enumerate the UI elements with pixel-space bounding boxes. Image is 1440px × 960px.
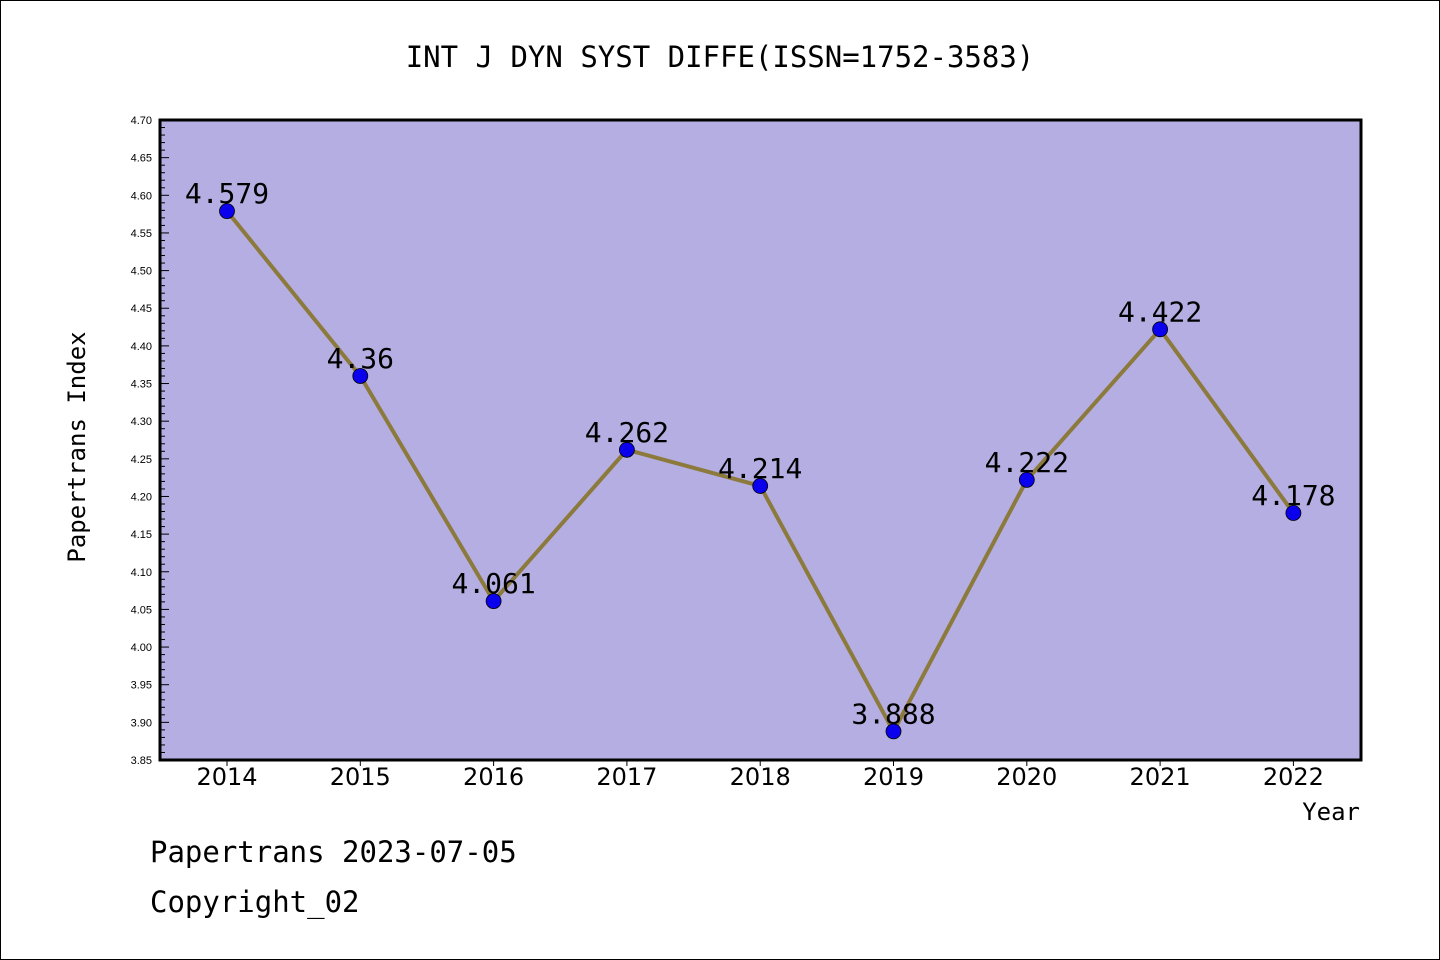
data-label: 4.178 xyxy=(1251,479,1335,512)
x-tick-label: 2021 xyxy=(1130,763,1191,791)
y-tick-label: 3.95 xyxy=(131,680,152,692)
footer-date-line: Papertrans 2023-07-05 xyxy=(150,835,517,869)
chart-title: INT J DYN SYST DIFFE(ISSN=1752-3583) xyxy=(406,40,1035,74)
x-tick-label: 2018 xyxy=(730,763,791,791)
x-tick-label: 2016 xyxy=(463,763,524,791)
data-label: 4.214 xyxy=(718,452,802,485)
data-point xyxy=(619,441,635,458)
data-point xyxy=(1285,505,1302,521)
data-point xyxy=(885,723,902,740)
data-markers xyxy=(219,203,1302,740)
data-label: 4.579 xyxy=(185,177,269,210)
y-tick-label: 4.25 xyxy=(131,454,152,466)
x-tick-label: 2019 xyxy=(863,763,924,791)
y-axis-label: Papertrans Index xyxy=(63,331,91,562)
x-tick-label: 2017 xyxy=(596,763,657,791)
plot-area xyxy=(158,118,1363,762)
data-label: 3.888 xyxy=(851,697,935,730)
y-tick-label: 4.20 xyxy=(131,491,152,503)
data-label: 4.061 xyxy=(451,567,535,600)
x-tick-label: 2020 xyxy=(996,763,1057,791)
x-axis: 2014 2015 2016 2017 2018 2019 2020 2021 2022 xyxy=(196,760,1324,791)
y-axis: 3.85 3.90 3.95 4.00 4.05 4.10 4.15 4.20 4.25 4.30… xyxy=(131,115,169,767)
y-tick-label: 4.35 xyxy=(131,379,152,391)
x-tick-label: 2014 xyxy=(196,763,257,791)
y-tick-label: 3.85 xyxy=(131,755,152,767)
data-point xyxy=(485,593,502,610)
x-tick-label: 2022 xyxy=(1263,763,1324,791)
data-label: 4.422 xyxy=(1118,295,1202,328)
x-axis-label: Year xyxy=(1302,798,1360,826)
data-label: 4.36 xyxy=(327,342,394,375)
y-tick-label: 4.10 xyxy=(131,567,152,579)
data-point xyxy=(1152,321,1168,338)
y-tick-label: 4.15 xyxy=(131,529,152,541)
y-tick-label: 4.60 xyxy=(131,190,152,202)
y-tick-label: 4.00 xyxy=(131,642,152,654)
y-tick-label: 4.65 xyxy=(131,153,152,165)
y-tick-label: 4.50 xyxy=(131,266,152,278)
y-tick-label: 4.05 xyxy=(131,604,152,616)
data-labels: 4.579 4.36 4.061 4.262 4.214 3.888 4.222 4.422 4… xyxy=(185,177,1336,730)
data-point xyxy=(752,478,769,494)
data-label: 4.262 xyxy=(585,416,669,449)
x-tick-label: 2015 xyxy=(330,763,391,791)
y-tick-label: 4.70 xyxy=(131,115,152,127)
data-point xyxy=(1018,472,1035,488)
footer-copyright: Copyright_02 xyxy=(150,885,360,919)
data-point xyxy=(219,203,235,220)
y-tick-label: 4.45 xyxy=(131,303,152,315)
y-tick-label: 3.90 xyxy=(131,717,152,729)
data-point xyxy=(352,368,369,384)
data-label: 4.222 xyxy=(985,446,1069,479)
y-tick-label: 4.40 xyxy=(131,341,152,353)
y-tick-label: 4.30 xyxy=(131,416,152,428)
y-tick-label: 4.55 xyxy=(131,228,152,240)
